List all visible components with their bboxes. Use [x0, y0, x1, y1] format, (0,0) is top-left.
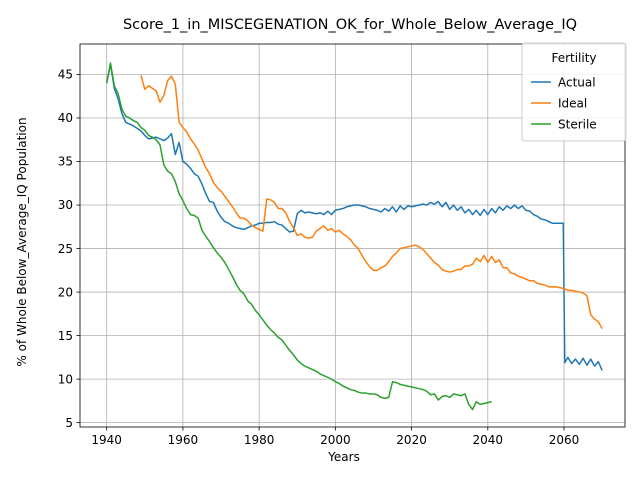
y-tick-label: 25 [58, 242, 73, 256]
legend-label-actual: Actual [558, 76, 596, 90]
x-tick-label: 2060 [549, 433, 580, 447]
y-tick-label: 10 [58, 372, 73, 386]
x-axis-ticks: 1940 1960 1980 2000 2020 2040 2060 [91, 427, 579, 447]
legend-label-sterile: Sterile [558, 118, 597, 132]
y-tick-label: 40 [58, 111, 73, 125]
y-axis-ticks: 5 10 15 20 25 30 35 40 45 [58, 68, 80, 430]
x-tick-label: 2000 [320, 433, 351, 447]
legend-label-ideal: Ideal [558, 97, 587, 111]
y-tick-label: 45 [58, 68, 73, 82]
y-tick-label: 15 [58, 329, 73, 343]
grid-lines [80, 44, 625, 427]
plot-area-frame [79, 43, 626, 428]
x-tick-label: 1940 [91, 433, 122, 447]
y-tick-label: 20 [58, 285, 73, 299]
chart-title: Score_1_in_MISCEGENATION_OK_for_Whole_Be… [123, 17, 577, 33]
legend-box [521, 42, 627, 142]
series-line-actual [105, 63, 603, 371]
legend: Fertility Actual Ideal Sterile [521, 42, 627, 142]
x-axis-label: Years [327, 450, 360, 464]
y-tick-label: 30 [58, 198, 73, 212]
y-axis-label: % of Whole Below_Average_IQ Population [15, 117, 29, 366]
y-tick-label: 35 [58, 155, 73, 169]
x-tick-label: 2020 [396, 433, 427, 447]
legend-title: Fertility [551, 51, 596, 65]
y-tick-label: 5 [65, 416, 73, 430]
series-line-sterile [105, 62, 492, 411]
x-tick-label: 1960 [168, 433, 199, 447]
x-tick-label: 2040 [473, 433, 504, 447]
series-lines [105, 62, 603, 411]
x-tick-label: 1980 [244, 433, 275, 447]
series-line-ideal [140, 75, 603, 330]
